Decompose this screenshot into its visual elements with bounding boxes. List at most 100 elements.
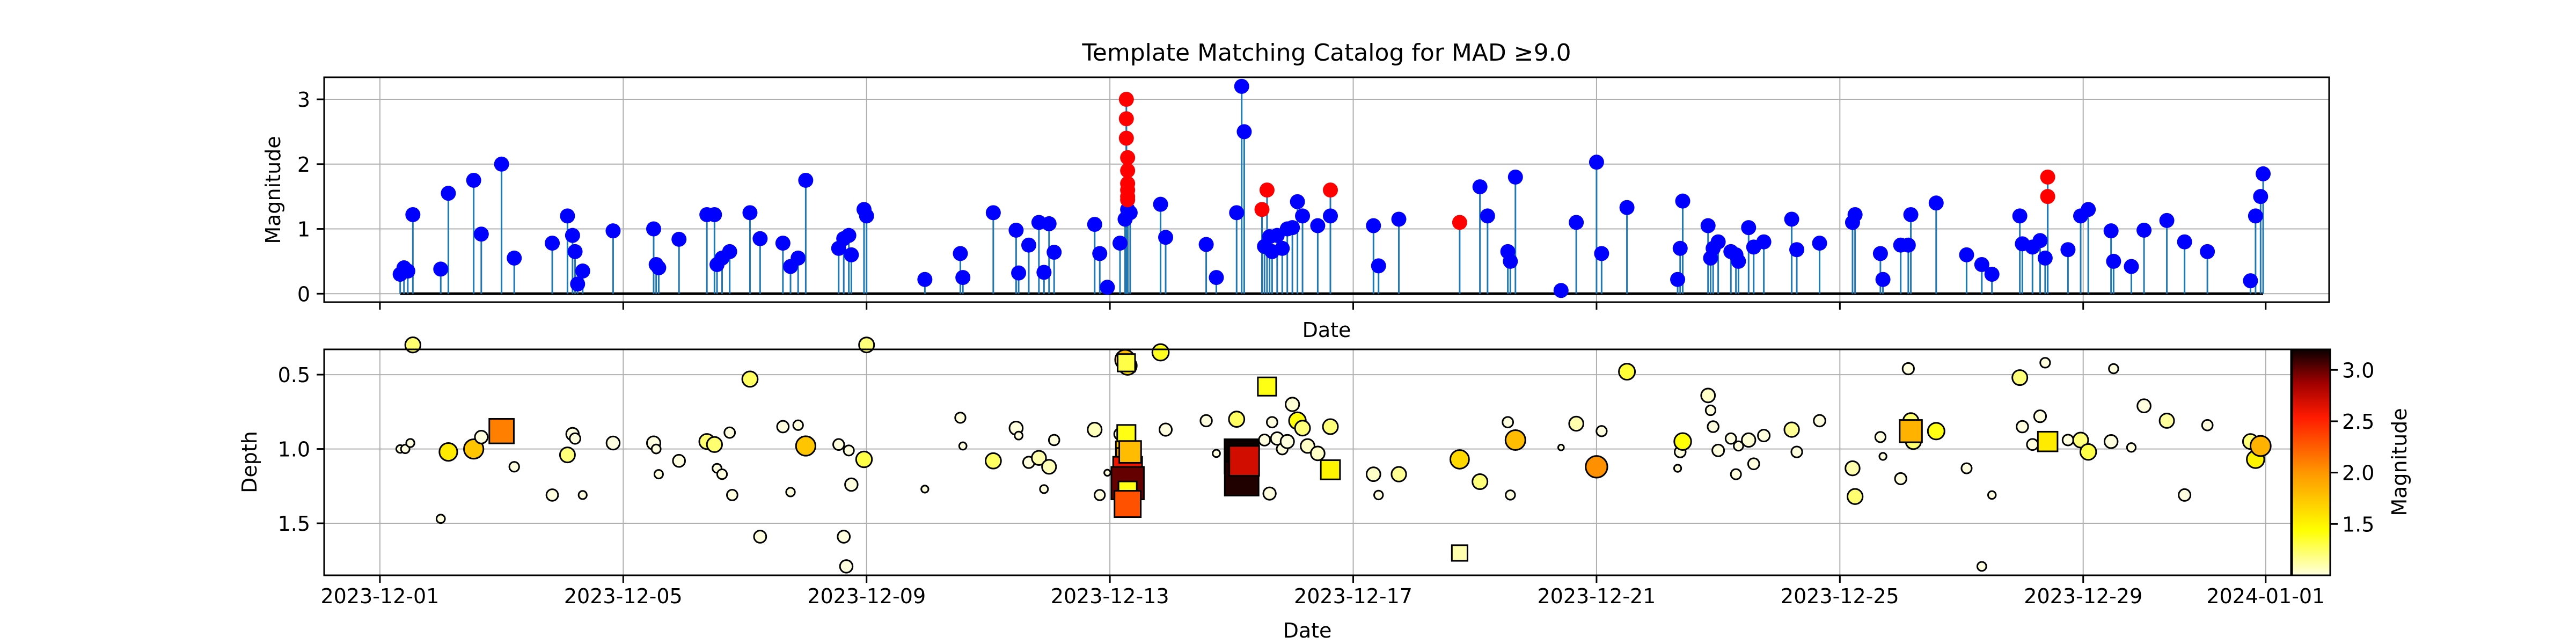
depth-circle xyxy=(954,412,967,424)
magnitude-point xyxy=(1900,237,1916,253)
magnitude-point xyxy=(2256,166,2271,181)
magnitude-point xyxy=(2253,189,2268,204)
magnitude-point xyxy=(651,260,667,276)
magnitude-point xyxy=(1741,220,1757,236)
depth-x-tick-label: 2023-12-21 xyxy=(1537,584,1656,608)
depth-circle xyxy=(832,438,845,451)
depth-circle xyxy=(474,430,489,444)
depth-y-tick-label: 1.0 xyxy=(278,438,310,462)
magnitude-point xyxy=(494,156,509,172)
magnitude-point xyxy=(1589,155,1604,170)
depth-circle xyxy=(545,488,559,502)
magnitude-point xyxy=(2012,208,2028,224)
depth-circle xyxy=(1322,418,1339,435)
depth-circle xyxy=(1262,486,1277,501)
depth-y-label: Depth xyxy=(238,431,261,493)
magnitude-point xyxy=(1569,215,1584,230)
depth-circle xyxy=(1927,422,1945,441)
depth-circle xyxy=(2201,419,2214,431)
depth-circle xyxy=(2011,369,2029,386)
depth-circle xyxy=(2016,420,2029,434)
colorbar-label: Magnitude xyxy=(2388,408,2411,516)
colorbar-tick-label: 3.0 xyxy=(2342,358,2374,382)
colorbar-tick-label: 1.5 xyxy=(2342,513,2374,536)
depth-circle xyxy=(605,435,621,451)
depth-circle xyxy=(1504,429,1526,451)
depth-square xyxy=(488,418,515,444)
depth-circle xyxy=(837,530,851,544)
magnitude-point xyxy=(560,208,575,224)
depth-circle xyxy=(1373,489,1384,501)
magnitude-point xyxy=(1008,222,1024,238)
magnitude-point xyxy=(575,264,590,279)
depth-circle xyxy=(706,436,723,453)
depth-circle xyxy=(1158,422,1173,437)
depth-circle xyxy=(785,487,796,497)
magnitude-point xyxy=(1295,208,1311,224)
depth-circle xyxy=(1618,363,1636,381)
magnitude-point xyxy=(707,207,722,222)
depth-circle xyxy=(1031,450,1047,466)
magnitude-point xyxy=(1229,205,1245,221)
depth-circle xyxy=(1568,415,1584,432)
depth-circle xyxy=(1878,452,1887,461)
magnitude-point xyxy=(1507,169,1523,185)
magnitude-point xyxy=(507,250,522,266)
magnitude-point xyxy=(1371,258,1386,274)
depth-circle xyxy=(844,477,859,492)
magnitude-point xyxy=(1118,111,1134,127)
depth-circle xyxy=(1845,460,1861,477)
depth-square xyxy=(1228,445,1260,477)
magnitude-point xyxy=(791,250,806,266)
magnitude-y-label: Magnitude xyxy=(261,136,285,244)
depth-circle xyxy=(795,435,816,457)
depth-circle xyxy=(1087,422,1103,438)
depth-circle xyxy=(1557,443,1565,451)
depth-circle xyxy=(1199,414,1213,428)
magnitude-point xyxy=(405,207,421,222)
magnitude-point xyxy=(2243,273,2258,289)
magnitude-point xyxy=(1959,247,1974,262)
depth-x-tick-label: 2023-12-09 xyxy=(807,584,926,608)
depth-circle xyxy=(2136,398,2151,414)
magnitude-point xyxy=(1452,215,1467,230)
magnitude-point xyxy=(2159,213,2175,228)
depth-circle xyxy=(1733,440,1744,452)
depth-gridlines xyxy=(324,349,2291,575)
magnitude-point xyxy=(1236,124,1252,140)
magnitude-point xyxy=(2040,189,2055,204)
magnitude-point xyxy=(2060,242,2076,258)
depth-circle xyxy=(792,419,804,431)
colorbar-tick-label: 2.5 xyxy=(2342,410,2374,434)
depth-points xyxy=(395,336,2272,574)
depth-circle xyxy=(776,420,790,434)
depth-circle xyxy=(1285,397,1300,412)
magnitude-point xyxy=(1198,237,1214,252)
magnitude-point xyxy=(1290,194,1305,209)
depth-circle xyxy=(716,469,728,480)
magnitude-point xyxy=(1480,208,1495,224)
magnitude-point xyxy=(841,228,857,243)
colorbar-ticks: 1.5 2.0 2.5 3.0 xyxy=(2330,358,2374,536)
depth-square xyxy=(1118,440,1142,464)
depth-circle xyxy=(1212,449,1221,458)
depth-x-ticks: 2023-12-01 2023-12-05 2023-12-09 2023-12-13… xyxy=(320,575,2325,608)
magnitude-point xyxy=(1275,240,1290,256)
depth-circle xyxy=(463,438,485,460)
magnitude-point xyxy=(798,172,814,188)
depth-circle xyxy=(653,469,664,480)
depth-circle xyxy=(1874,431,1887,443)
depth-circle xyxy=(1266,416,1278,429)
magnitude-point xyxy=(752,231,768,246)
depth-circle xyxy=(1747,457,1760,471)
magnitude-point xyxy=(844,247,859,262)
magnitude-point xyxy=(2177,234,2192,250)
magnitude-axes-frame xyxy=(323,76,2330,303)
depth-circle xyxy=(920,485,930,494)
depth-circle xyxy=(1741,432,1757,448)
depth-circle xyxy=(1987,490,1997,500)
magnitude-point xyxy=(1120,163,1136,178)
magnitude-point xyxy=(2103,223,2119,239)
depth-x-label: Date xyxy=(1283,619,1332,642)
depth-circle xyxy=(2108,363,2119,375)
